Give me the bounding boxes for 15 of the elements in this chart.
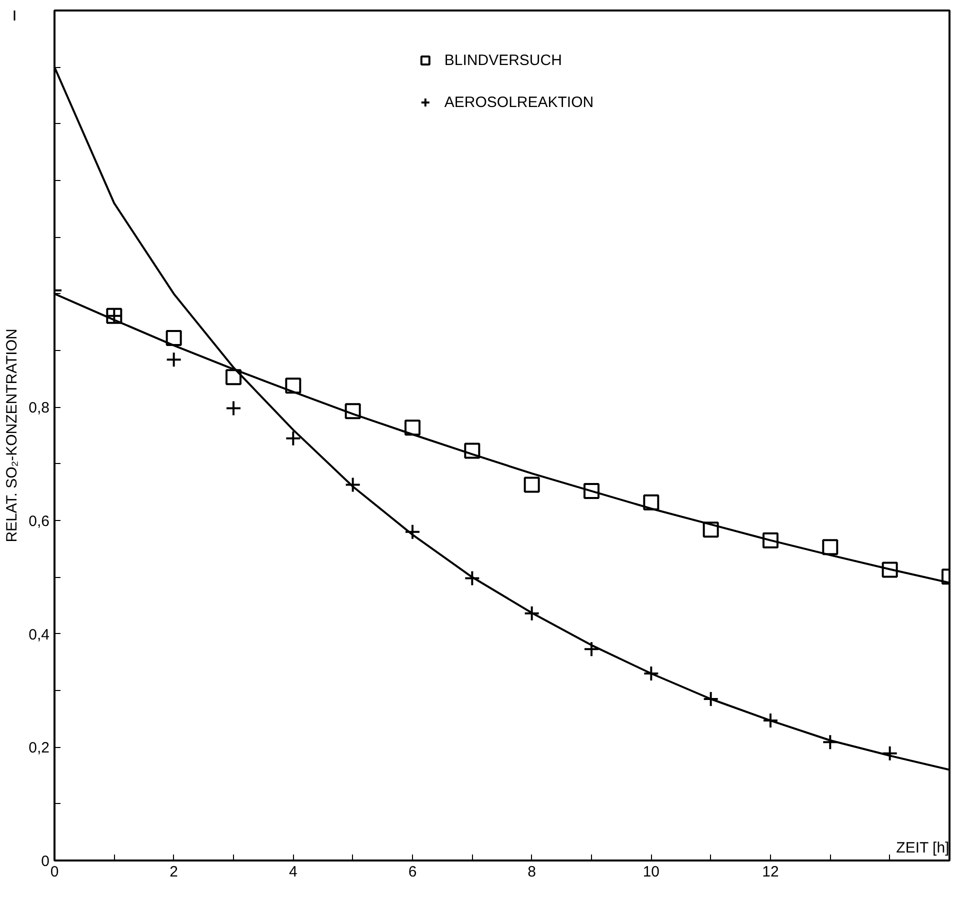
x-axis-title: ZEIT [h] — [896, 840, 950, 856]
x-tick-label: 10 — [642, 864, 660, 880]
x-tick-label: 8 — [528, 864, 536, 880]
y-tick-label: 0,4 — [28, 626, 50, 644]
y-tick-label: 0 — [41, 853, 50, 870]
legend-label: BLINDVERSUCH — [444, 52, 562, 68]
x-tick-label: 2 — [170, 864, 178, 880]
y-tick-label: 0,8 — [28, 400, 50, 417]
y-tick-label: 0,6 — [28, 513, 50, 530]
x-tick-label: 6 — [408, 864, 417, 880]
legend-label: AEROSOLREAKTION — [444, 94, 594, 110]
y-tick-label: 0,2 — [28, 740, 50, 757]
y-axis-title: RELAT. SO₂-KONZENTRATION — [4, 328, 21, 542]
x-tick-label: 4 — [288, 864, 298, 880]
x-tick-label: 12 — [762, 864, 779, 880]
